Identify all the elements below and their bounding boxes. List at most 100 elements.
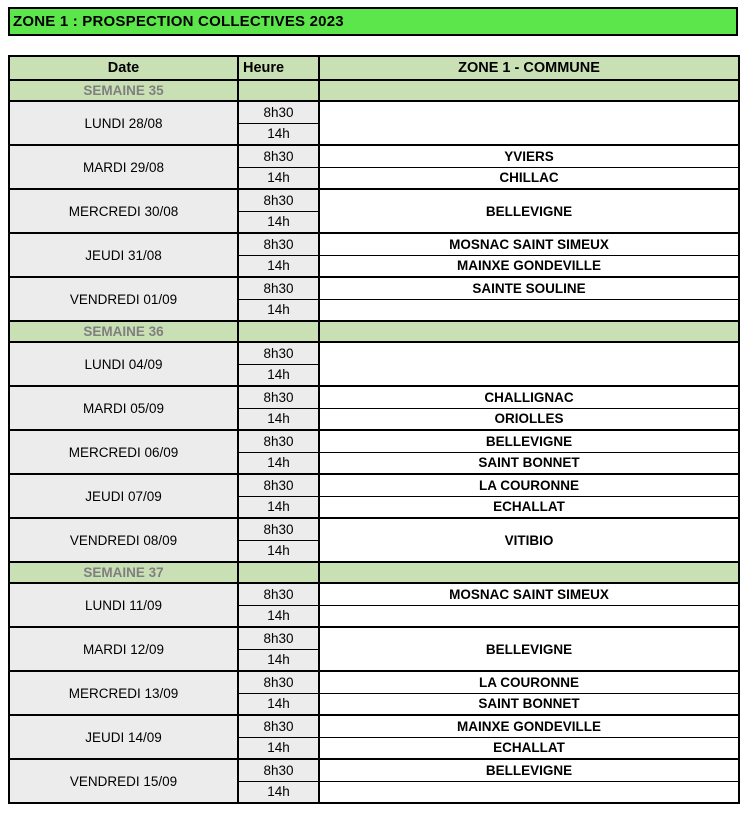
date-cell: MERCREDI 13/09: [8, 670, 239, 716]
date-cell: VENDREDI 01/09: [8, 276, 239, 322]
time-cell: 8h30: [237, 517, 320, 541]
commune-cell: LA COURONNE: [318, 670, 740, 694]
time-cell: 14h: [237, 495, 320, 519]
date-cell: MERCREDI 06/09: [8, 429, 239, 475]
commune-cell: CHILLAC: [318, 166, 740, 190]
week-empty-cell: [237, 561, 320, 584]
week-label: SEMAINE 36: [8, 320, 239, 343]
time-cell: 8h30: [237, 626, 320, 650]
time-cell: 8h30: [237, 582, 320, 606]
time-cell: 8h30: [237, 758, 320, 782]
week-empty-cell: [318, 79, 740, 102]
time-cell: 14h: [237, 122, 320, 146]
date-cell: JEUDI 14/09: [8, 714, 239, 760]
day-row-afternoon: 14h: [9, 539, 739, 563]
day-row-morning: LUNDI 28/08 8h30: [8, 100, 740, 146]
week-label: SEMAINE 37: [8, 561, 239, 584]
day-row-morning: MARDI 05/09 8h30 CHALLIGNAC: [8, 385, 740, 431]
page-title: ZONE 1 : PROSPECTION COLLECTIVES 2023: [8, 7, 738, 36]
date-cell: VENDREDI 08/09: [8, 517, 239, 563]
day-row-afternoon: 14h: [9, 648, 739, 672]
commune-cell: SAINT BONNET: [318, 692, 740, 716]
commune-cell: MOSNAC SAINT SIMEUX: [318, 582, 740, 606]
commune-cell: [318, 780, 740, 804]
day-row-morning: VENDREDI 15/09 8h30 BELLEVIGNE: [8, 758, 740, 804]
day-row-morning: MERCREDI 13/09 8h30 LA COURONNE: [8, 670, 740, 716]
day-row-morning: VENDREDI 01/09 8h30 SAINTE SOULINE: [8, 276, 740, 322]
date-cell: LUNDI 04/09: [8, 341, 239, 387]
week-row: SEMAINE 35: [8, 79, 740, 102]
commune-cell: YVIERS: [318, 144, 740, 168]
day-row-morning: JEUDI 14/09 8h30 MAINXE GONDEVILLE: [8, 714, 740, 760]
column-header-heure: Heure: [237, 55, 320, 81]
commune-cell: BELLEVIGNE: [318, 758, 740, 782]
table-header: Date Heure ZONE 1 - COMMUNE: [8, 55, 740, 81]
commune-cell: LA COURONNE: [318, 473, 740, 497]
commune-cell: [318, 341, 740, 387]
day-row-morning: JEUDI 31/08 8h30 MOSNAC SAINT SIMEUX: [8, 232, 740, 278]
commune-cell: CHALLIGNAC: [318, 385, 740, 409]
time-cell: 14h: [237, 254, 320, 278]
day-row-morning: LUNDI 11/09 8h30 MOSNAC SAINT SIMEUX: [8, 582, 740, 628]
commune-cell: VITIBIO: [318, 517, 740, 563]
day-row-morning: MARDI 29/08 8h30 YVIERS: [8, 144, 740, 190]
day-row-morning: MERCREDI 06/09 8h30 BELLEVIGNE: [8, 429, 740, 475]
date-cell: MARDI 29/08: [8, 144, 239, 190]
day-row-afternoon: 14h ECHALLAT: [9, 495, 740, 519]
week-row: SEMAINE 37: [8, 561, 740, 584]
week-empty-cell: [237, 320, 320, 343]
commune-cell: [318, 298, 740, 322]
time-cell: 8h30: [237, 473, 320, 497]
time-cell: 14h: [237, 692, 320, 716]
time-cell: 8h30: [237, 232, 320, 256]
commune-cell: ECHALLAT: [318, 495, 740, 519]
date-cell: VENDREDI 15/09: [8, 758, 239, 804]
date-cell: LUNDI 11/09: [8, 582, 239, 628]
week-row: SEMAINE 36: [8, 320, 740, 343]
week-empty-cell: [318, 561, 740, 584]
day-row-morning: LUNDI 04/09 8h30: [8, 341, 740, 387]
time-cell: 8h30: [237, 385, 320, 409]
date-cell: JEUDI 31/08: [8, 232, 239, 278]
commune-cell: MAINXE GONDEVILLE: [318, 254, 740, 278]
time-cell: 8h30: [237, 341, 320, 365]
day-row-morning: JEUDI 07/09 8h30 LA COURONNE: [8, 473, 740, 519]
time-cell: 14h: [237, 736, 320, 760]
time-cell: 14h: [237, 539, 320, 563]
time-cell: 14h: [237, 298, 320, 322]
commune-cell: ECHALLAT: [318, 736, 740, 760]
time-cell: 14h: [237, 648, 320, 672]
time-cell: 8h30: [237, 144, 320, 168]
commune-cell: [318, 604, 740, 628]
commune-cell: BELLEVIGNE: [318, 188, 740, 234]
day-row-morning: MARDI 12/09 8h30 BELLEVIGNE: [8, 626, 740, 672]
time-cell: 8h30: [237, 188, 320, 212]
week-empty-cell: [318, 320, 740, 343]
week-empty-cell: [237, 79, 320, 102]
commune-cell: SAINTE SOULINE: [318, 276, 740, 300]
time-cell: 14h: [237, 166, 320, 190]
commune-cell: BELLEVIGNE: [318, 429, 740, 453]
day-row-afternoon: 14h CHILLAC: [9, 166, 740, 190]
time-cell: 8h30: [237, 714, 320, 738]
day-row-afternoon: 14h: [9, 363, 739, 387]
commune-cell: BELLEVIGNE: [318, 626, 740, 672]
column-header-commune: ZONE 1 - COMMUNE: [318, 55, 740, 81]
header-row: Date Heure ZONE 1 - COMMUNE: [8, 55, 740, 81]
time-cell: 14h: [237, 604, 320, 628]
date-cell: MERCREDI 30/08: [8, 188, 239, 234]
commune-cell: MAINXE GONDEVILLE: [318, 714, 740, 738]
week-label: SEMAINE 35: [8, 79, 239, 102]
time-cell: 14h: [237, 363, 320, 387]
time-cell: 8h30: [237, 429, 320, 453]
date-cell: MARDI 05/09: [8, 385, 239, 431]
time-cell: 14h: [237, 407, 320, 431]
day-row-morning: VENDREDI 08/09 8h30 VITIBIO: [8, 517, 740, 563]
schedule-table: Date Heure ZONE 1 - COMMUNE SEMAINE 35 LU…: [8, 55, 740, 804]
commune-cell: ORIOLLES: [318, 407, 740, 431]
time-cell: 8h30: [237, 670, 320, 694]
time-cell: 8h30: [237, 100, 320, 124]
table-body: SEMAINE 35 LUNDI 28/08 8h30 14h MARDI 29/08 8…: [8, 79, 740, 804]
day-row-afternoon: 14h: [9, 780, 740, 804]
